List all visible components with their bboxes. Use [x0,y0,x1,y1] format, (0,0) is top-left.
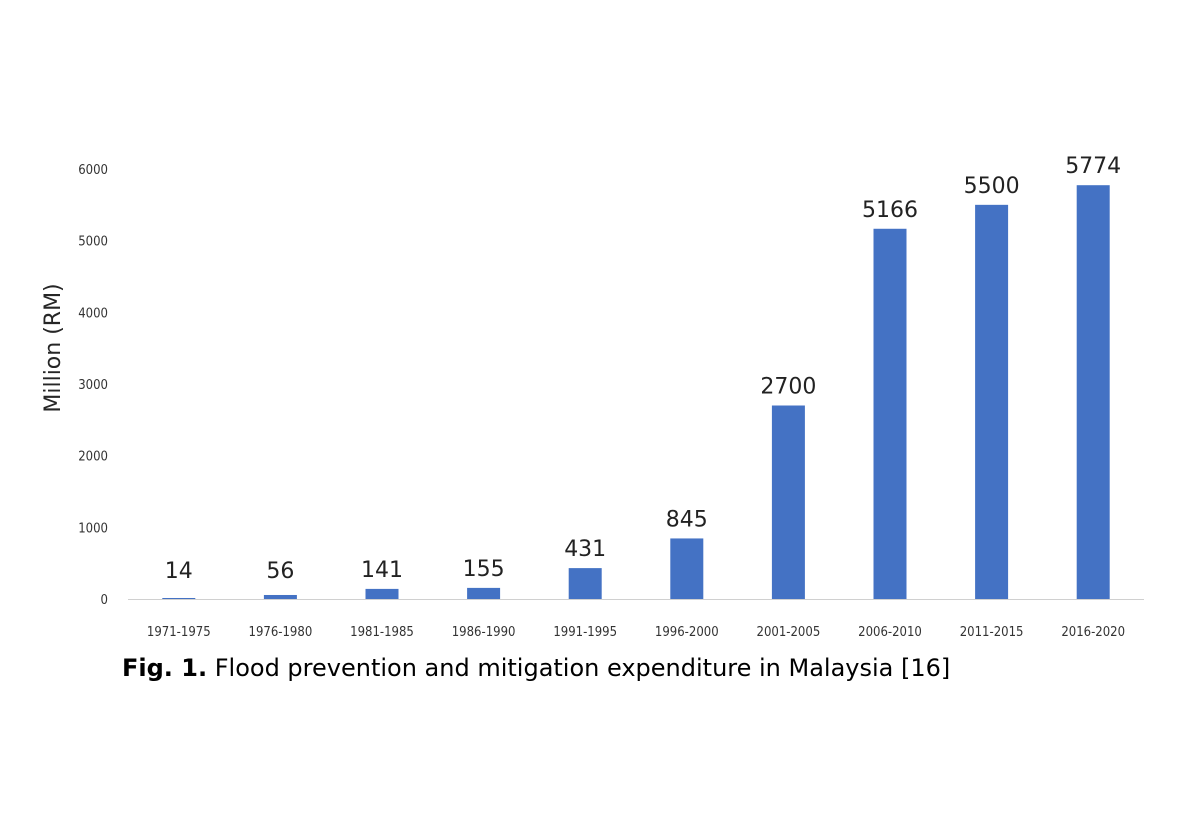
bar-value-label: 5774 [1065,154,1121,179]
bar [1076,185,1110,600]
bar-value-label: 845 [666,507,708,532]
x-tick-label: 2016-2020 [1061,625,1125,640]
y-tick-label: 1000 [78,521,108,536]
bar-value-label: 431 [564,537,606,562]
figure-caption-text: Flood prevention and mitigation expendit… [207,654,951,682]
data-labels: 14 56 141 155 431 845 2700 5166 5500 5774 [165,154,1121,584]
y-tick-label: 0 [101,593,108,608]
y-tick-label: 2000 [78,450,108,465]
x-tick-label: 2001-2005 [757,625,821,640]
bar [670,538,704,599]
bar-chart: 0 1000 2000 3000 4000 5000 6000 14 56 141 155 431 8… [41,154,1144,640]
bar-value-label: 155 [463,557,505,582]
bar-value-label: 14 [165,559,193,584]
x-tick-label: 1976-1980 [249,625,313,640]
figure-caption: Fig. 1. Flood prevention and mitigation … [122,654,950,682]
y-axis-title: Million (RM) [41,283,66,412]
x-tick-label: 2006-2010 [858,625,922,640]
bar [771,405,805,599]
y-tick-label: 6000 [78,163,108,178]
bars [162,185,1110,600]
x-tick-label: 2011-2015 [960,625,1024,640]
y-axis-ticks: 0 1000 2000 3000 4000 5000 6000 [78,163,108,608]
bar [568,568,602,599]
y-tick-label: 3000 [78,378,108,393]
x-tick-label: 1996-2000 [655,625,719,640]
x-tick-label: 1991-1995 [553,625,617,640]
bar-value-label: 56 [266,559,294,584]
bar-value-label: 5166 [862,198,918,223]
bar [975,204,1009,600]
y-tick-label: 5000 [78,235,108,250]
bar [365,588,399,599]
bar [873,228,907,599]
bar-value-label: 2700 [760,375,816,400]
bar-value-label: 141 [361,558,403,583]
x-axis-ticks: 1971-1975 1976-1980 1981-1985 1986-1990 1991… [147,625,1125,640]
x-tick-label: 1986-1990 [452,625,516,640]
bar [263,594,297,599]
x-tick-label: 1971-1975 [147,625,211,640]
y-tick-label: 4000 [78,306,108,321]
figure-caption-label: Fig. 1. [122,654,208,682]
bar [467,587,501,599]
bar [162,597,196,599]
x-tick-label: 1981-1985 [350,625,414,640]
bar-value-label: 5500 [964,174,1020,199]
